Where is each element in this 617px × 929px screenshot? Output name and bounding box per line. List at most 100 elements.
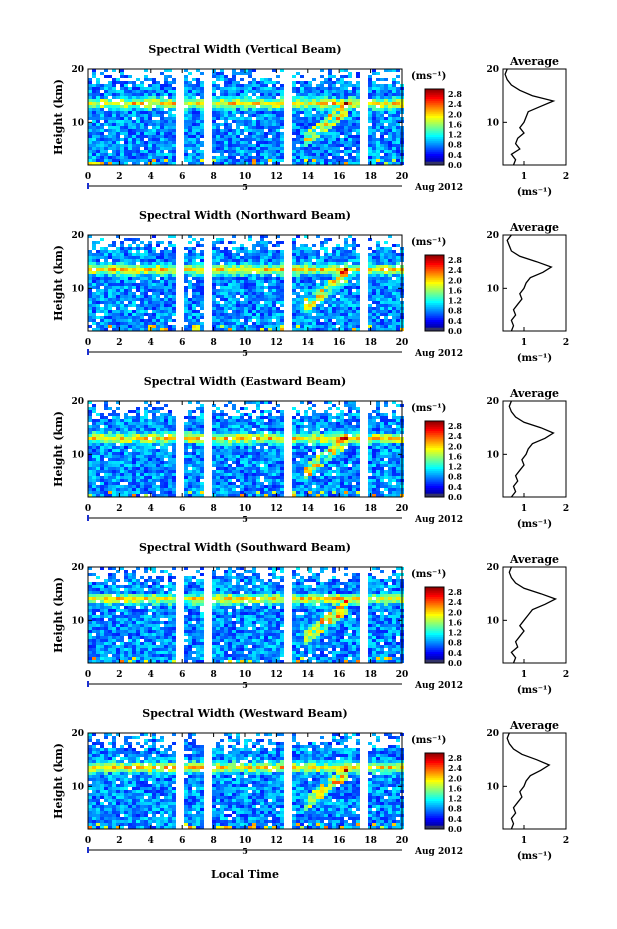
heatmap-cell — [192, 147, 196, 150]
heatmap-cell — [200, 277, 204, 280]
heatmap-cell — [160, 298, 164, 301]
heatmap-cell — [120, 244, 124, 247]
heatmap-cell — [224, 431, 228, 434]
heatmap-cell — [136, 289, 140, 292]
heatmap-cell — [260, 298, 264, 301]
heatmap-cell — [116, 271, 120, 274]
heatmap-cell — [192, 99, 196, 102]
heatmap-cell — [152, 90, 156, 93]
heatmap-cell — [216, 141, 220, 144]
heatmap-cell — [104, 479, 108, 482]
heatmap-cell — [272, 289, 276, 292]
x-tick-label: 20 — [396, 338, 409, 348]
colorbar-segment — [425, 310, 444, 313]
heatmap-cell — [248, 105, 252, 108]
heatmap-cell — [384, 78, 388, 81]
heatmap-cell — [148, 446, 152, 449]
heatmap-cell — [356, 271, 360, 274]
heatmap-cell — [104, 292, 108, 295]
heatmap-cell — [120, 241, 124, 244]
heatmap-cell — [272, 307, 276, 310]
heatmap-cell — [200, 268, 204, 271]
heatmap-cell — [124, 425, 128, 428]
heatmap-cell — [160, 280, 164, 283]
heatmap-cell — [308, 256, 312, 259]
heatmap-cell — [280, 144, 284, 147]
heatmap-cell — [312, 147, 316, 150]
heatmap-cell — [108, 437, 112, 440]
heatmap-cell — [276, 93, 280, 96]
heatmap-cell — [116, 482, 120, 485]
heatmap-cell — [104, 437, 108, 440]
heatmap-cell — [224, 102, 228, 105]
colorbar-segment — [425, 308, 444, 311]
heatmap-cell — [356, 111, 360, 114]
heatmap-cell — [252, 280, 256, 283]
heatmap-cell — [152, 102, 156, 105]
heatmap-cell — [264, 313, 268, 316]
heatmap-cell — [136, 455, 140, 458]
heatmap-cell — [212, 410, 216, 413]
heatmap-cell — [156, 325, 160, 328]
heatmap-cell — [216, 72, 220, 75]
colorbar-segment — [425, 100, 444, 103]
heatmap-cell — [200, 325, 204, 328]
heatmap-cell — [112, 422, 116, 425]
heatmap-cell — [244, 316, 248, 319]
heatmap-cell — [248, 268, 252, 271]
heatmap-cell — [100, 117, 104, 120]
heatmap-cell — [296, 304, 300, 307]
heatmap-cell — [168, 138, 172, 141]
heatmap-cell — [312, 117, 316, 120]
heatmap-cell — [116, 150, 120, 153]
heatmap-cell — [192, 455, 196, 458]
heatmap-cell — [276, 259, 280, 262]
heatmap-cell — [212, 455, 216, 458]
colorbar-segment — [425, 108, 444, 111]
heatmap-cell — [304, 298, 308, 301]
heatmap-cell — [296, 147, 300, 150]
heatmap-cell — [328, 93, 332, 96]
heatmap-cell — [276, 268, 280, 271]
heatmap-cell — [164, 81, 168, 84]
heatmap-cell — [328, 135, 332, 138]
heatmap-cell — [372, 310, 376, 313]
heatmap-cell — [372, 114, 376, 117]
heatmap-cell — [344, 298, 348, 301]
heatmap-cell — [272, 253, 276, 256]
heatmap-cell — [216, 467, 220, 470]
heatmap-cell — [344, 147, 348, 150]
heatmap-cell — [200, 102, 204, 105]
heatmap-cell — [108, 461, 112, 464]
heatmap-cell — [352, 298, 356, 301]
heatmap-cell — [220, 428, 224, 431]
heatmap-cell — [368, 310, 372, 313]
heatmap-cell — [328, 325, 332, 328]
heatmap-cell — [148, 250, 152, 253]
heatmap-cell — [96, 259, 100, 262]
heatmap-cell — [224, 422, 228, 425]
heatmap-cell — [324, 310, 328, 313]
heatmap-cell — [168, 304, 172, 307]
heatmap-cell — [124, 253, 128, 256]
heatmap-cell — [120, 87, 124, 90]
heatmap-cell — [348, 265, 352, 268]
heatmap-cell — [368, 295, 372, 298]
heatmap-cell — [132, 162, 136, 165]
heatmap-cell — [276, 325, 280, 328]
heatmap-cell — [300, 265, 304, 268]
heatmap-cell — [340, 123, 344, 126]
heatmap-cell — [136, 156, 140, 159]
heatmap-cell — [172, 464, 176, 467]
heatmap-cell — [316, 325, 320, 328]
heatmap-cell — [280, 304, 284, 307]
heatmap-cell — [156, 87, 160, 90]
heatmap-cell — [160, 473, 164, 476]
heatmap-cell — [128, 292, 132, 295]
heatmap-cell — [156, 244, 160, 247]
heatmap-cell — [392, 156, 396, 159]
heatmap-cell — [188, 99, 192, 102]
heatmap-cell — [248, 271, 252, 274]
heatmap-cell — [332, 280, 336, 283]
heatmap-cell — [348, 310, 352, 313]
